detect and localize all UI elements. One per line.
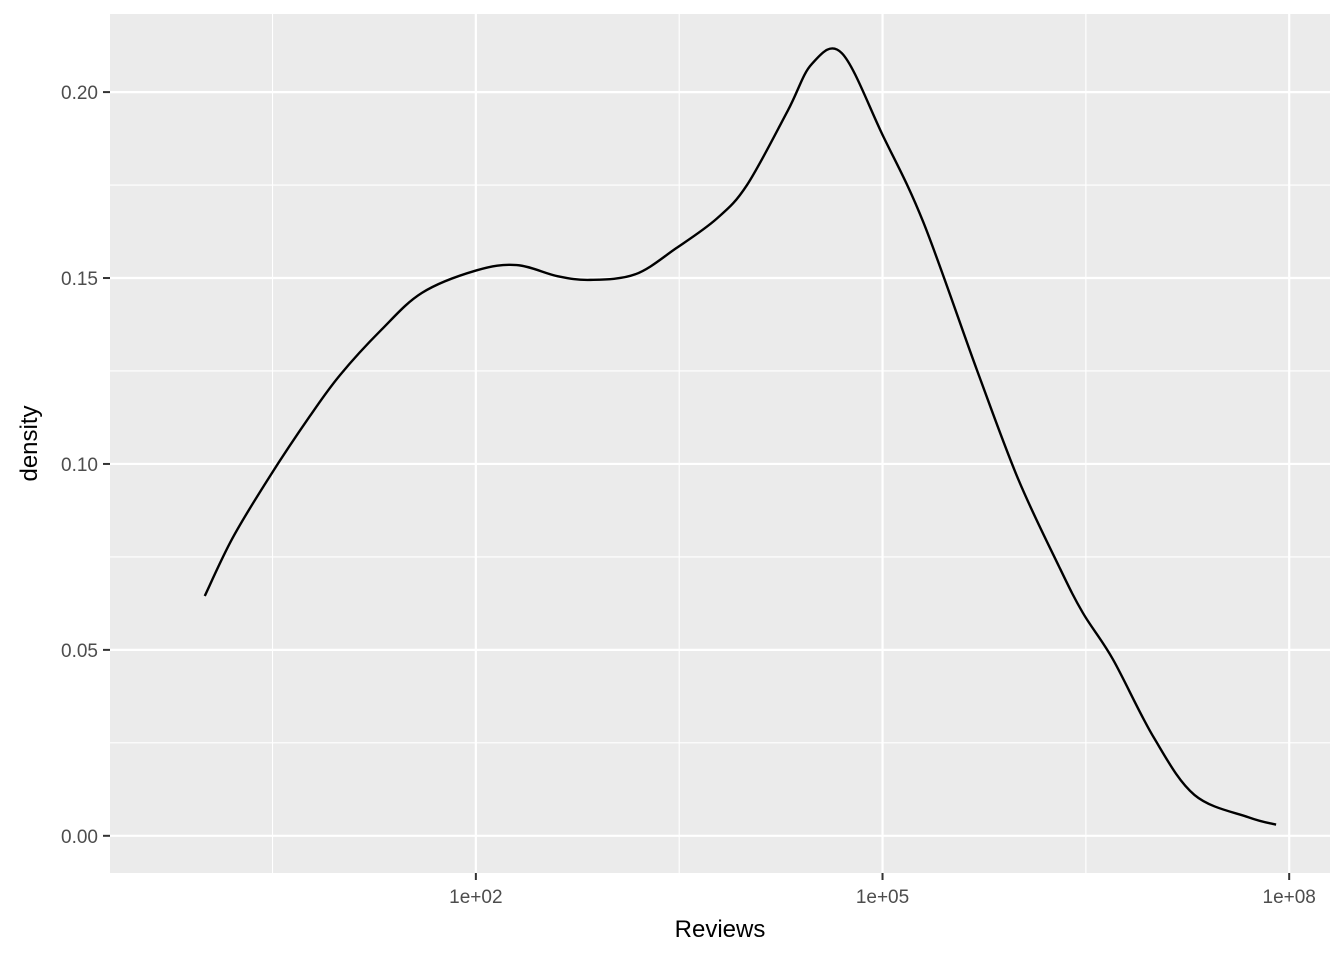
x-axis: 1e+02 1e+05 1e+08 bbox=[449, 873, 1316, 908]
minor-gridlines bbox=[110, 14, 1330, 873]
x-tick-label: 1e+05 bbox=[856, 887, 909, 908]
x-tick-label: 1e+02 bbox=[449, 887, 502, 908]
y-axis: 0.00 0.05 0.10 0.15 0.20 bbox=[61, 83, 110, 848]
x-axis-title: Reviews bbox=[675, 916, 766, 943]
y-tick-label: 0.05 bbox=[61, 641, 98, 662]
y-tick-label: 0.15 bbox=[61, 269, 98, 290]
density-curve bbox=[203, 47, 1277, 826]
y-tick-label: 0.00 bbox=[61, 827, 98, 848]
y-tick-label: 0.10 bbox=[61, 455, 98, 476]
major-gridlines bbox=[110, 14, 1330, 873]
x-tick-label: 1e+08 bbox=[1263, 887, 1316, 908]
plot-panel bbox=[110, 14, 1330, 873]
y-axis-title: density bbox=[16, 405, 43, 481]
y-tick-label: 0.20 bbox=[61, 83, 98, 104]
